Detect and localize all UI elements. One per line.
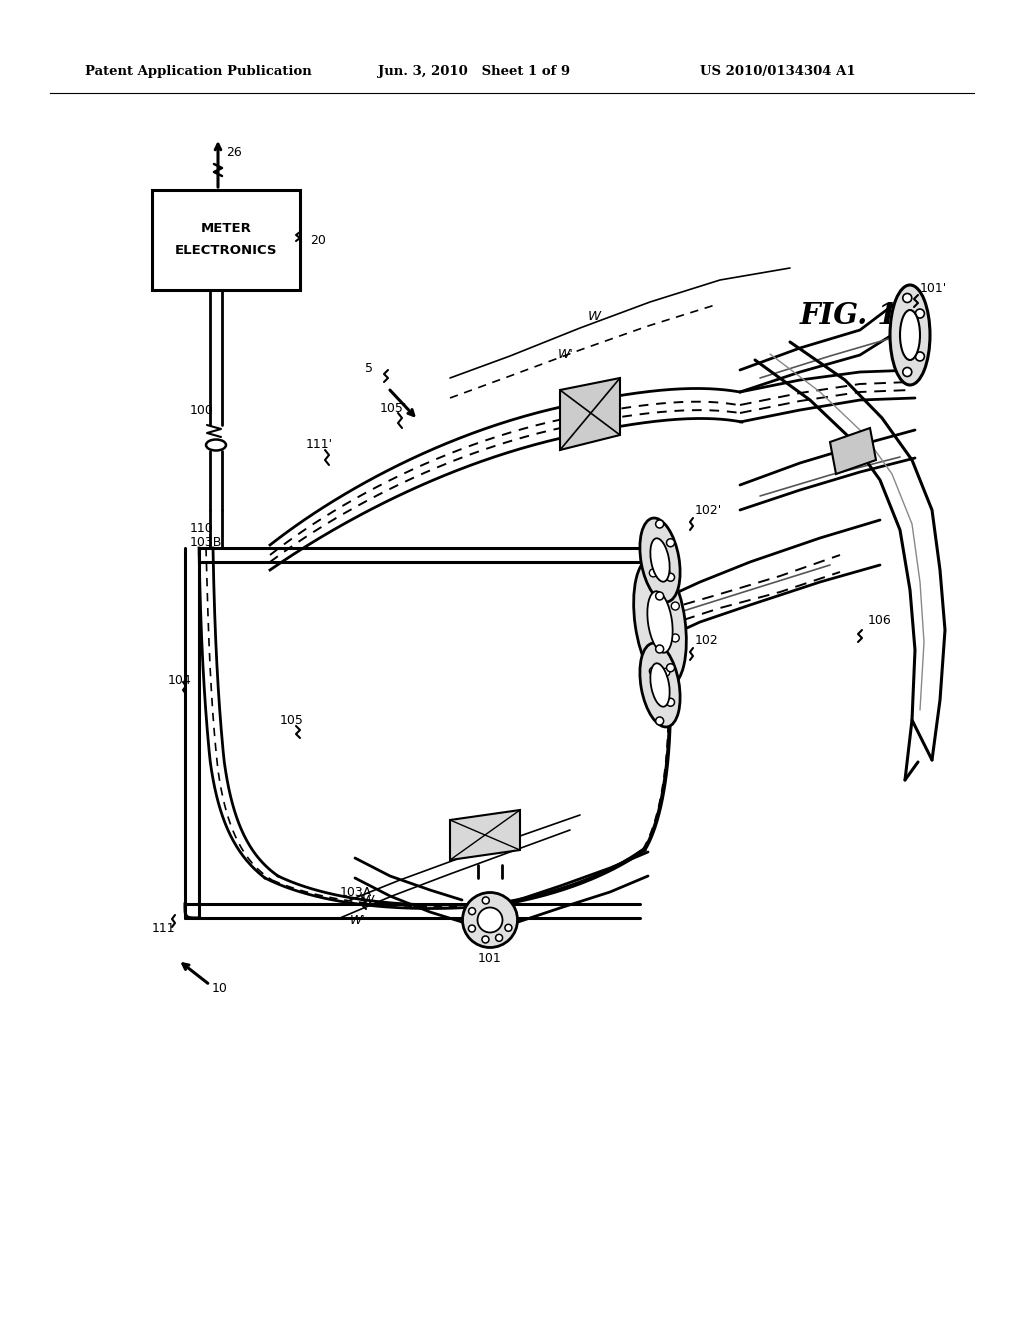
Ellipse shape [903, 367, 911, 376]
Polygon shape [560, 378, 620, 450]
Text: 100: 100 [190, 404, 214, 417]
Bar [152, 190, 300, 290]
Ellipse shape [640, 643, 680, 727]
Ellipse shape [647, 591, 673, 653]
Ellipse shape [649, 667, 657, 675]
Text: US 2010/0134304 A1: US 2010/0134304 A1 [700, 66, 856, 78]
Ellipse shape [655, 645, 664, 653]
Text: W': W' [350, 913, 366, 927]
Text: 102': 102' [695, 503, 722, 516]
Ellipse shape [650, 539, 670, 582]
Text: W': W' [558, 348, 573, 362]
Text: METER: METER [201, 222, 252, 235]
Text: 105': 105' [380, 401, 408, 414]
Ellipse shape [482, 898, 489, 904]
Text: 104: 104 [168, 673, 191, 686]
Ellipse shape [655, 717, 664, 725]
Ellipse shape [463, 892, 517, 948]
Ellipse shape [469, 908, 475, 915]
Ellipse shape [468, 925, 475, 932]
Ellipse shape [667, 573, 675, 581]
Text: 102: 102 [695, 634, 719, 647]
Text: 111: 111 [152, 921, 176, 935]
Text: 111': 111' [306, 438, 333, 451]
Ellipse shape [662, 668, 670, 676]
Ellipse shape [672, 634, 679, 642]
Polygon shape [450, 810, 520, 861]
Ellipse shape [649, 569, 657, 577]
Ellipse shape [903, 293, 911, 302]
Text: 103B: 103B [190, 536, 222, 549]
Ellipse shape [890, 285, 930, 385]
Text: ELECTRONICS: ELECTRONICS [175, 243, 278, 256]
Ellipse shape [482, 936, 488, 942]
Ellipse shape [667, 539, 675, 546]
Text: 103A: 103A [340, 886, 373, 899]
Ellipse shape [634, 557, 686, 686]
Ellipse shape [655, 591, 664, 601]
Ellipse shape [650, 663, 670, 706]
Ellipse shape [505, 924, 512, 932]
Ellipse shape [477, 908, 503, 932]
Text: W: W [588, 309, 601, 322]
Ellipse shape [496, 935, 503, 941]
Text: Jun. 3, 2010   Sheet 1 of 9: Jun. 3, 2010 Sheet 1 of 9 [378, 66, 570, 78]
Ellipse shape [206, 440, 226, 450]
Text: 10: 10 [212, 982, 228, 994]
Text: 110: 110 [190, 521, 214, 535]
Text: W: W [362, 894, 375, 907]
Text: Patent Application Publication: Patent Application Publication [85, 66, 311, 78]
Text: 101: 101 [478, 952, 502, 965]
Text: 101': 101' [920, 281, 947, 294]
Text: 106: 106 [868, 614, 892, 627]
Ellipse shape [667, 664, 675, 672]
Text: 20: 20 [310, 234, 326, 247]
Ellipse shape [655, 520, 664, 528]
Ellipse shape [640, 517, 680, 602]
Text: FIG. 1: FIG. 1 [800, 301, 899, 330]
Ellipse shape [662, 568, 670, 576]
Text: 105: 105 [280, 714, 304, 726]
Ellipse shape [667, 698, 675, 706]
Ellipse shape [915, 352, 925, 360]
Text: 5: 5 [365, 362, 373, 375]
Ellipse shape [915, 309, 925, 318]
Text: 26: 26 [226, 145, 242, 158]
Polygon shape [830, 428, 876, 474]
Ellipse shape [672, 602, 679, 610]
Ellipse shape [900, 310, 920, 360]
